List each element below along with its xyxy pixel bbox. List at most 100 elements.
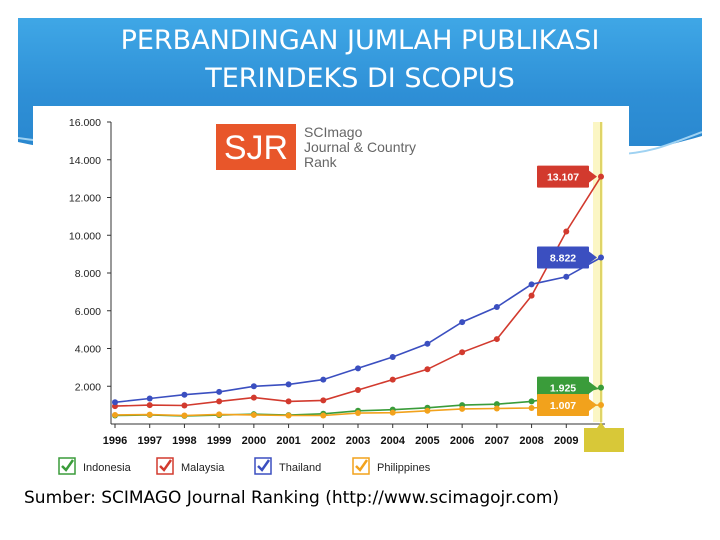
data-point-malaysia bbox=[459, 349, 466, 356]
x-tick-label: 2004 bbox=[380, 435, 405, 447]
y-tick-label: 14.000 bbox=[69, 155, 101, 167]
end-label-box-philippines bbox=[537, 393, 589, 416]
sjr-logo: SJR SCImago Journal & Country Rank bbox=[211, 120, 437, 172]
data-point-philippines bbox=[598, 401, 604, 408]
data-point-thailand bbox=[563, 273, 570, 280]
x-tick-label: 1998 bbox=[172, 435, 196, 447]
end-value-labels: 1.925 13.107 8.822 1.007 bbox=[537, 165, 597, 416]
data-point-philippines bbox=[112, 411, 118, 418]
end-label-box-thailand bbox=[537, 246, 589, 269]
data-point-thailand bbox=[285, 381, 292, 388]
data-point-philippines bbox=[250, 411, 257, 418]
data-point-malaysia bbox=[250, 394, 257, 401]
end-label-malaysia: 13.107 bbox=[547, 172, 579, 184]
end-label-philippines: 1.007 bbox=[550, 400, 576, 412]
x-tick-label: 2009 bbox=[554, 435, 578, 447]
data-point-malaysia bbox=[146, 402, 153, 409]
chart-legend: Indonesia Malaysia Thailand Philippines bbox=[58, 457, 431, 475]
data-point-malaysia bbox=[598, 173, 604, 180]
data-point-malaysia bbox=[181, 402, 188, 409]
end-label-box-indonesia bbox=[537, 376, 589, 399]
sjr-logo-mark: SJR bbox=[224, 129, 288, 167]
end-label-pointer-indonesia bbox=[589, 381, 597, 394]
slide-title-line-1: PERBANDINGAN JUMLAH PUBLIKASI bbox=[120, 25, 600, 56]
series-line-malaysia bbox=[114, 176, 602, 407]
data-point-philippines bbox=[493, 405, 500, 412]
legend-label-thailand: Thailand bbox=[279, 462, 321, 474]
end-label-pointer-philippines bbox=[589, 398, 597, 411]
end-label-indonesia: 1.925 bbox=[550, 383, 576, 395]
x-tick-label: 2008 bbox=[519, 435, 543, 447]
x-tick-label: 2001 bbox=[276, 435, 300, 447]
data-point-malaysia bbox=[285, 398, 292, 405]
x-tick-label: 1996 bbox=[103, 435, 127, 447]
data-point-philippines bbox=[389, 409, 396, 416]
source-caption: Sumber: SCIMAGO Journal Ranking (http://… bbox=[24, 488, 560, 508]
data-point-thailand bbox=[181, 391, 188, 398]
series-layer bbox=[112, 173, 604, 419]
data-point-thailand bbox=[389, 353, 396, 360]
data-point-thailand bbox=[146, 395, 153, 402]
x-axis-ticks: 1996 1997 1998 1999 2000 2001 2002 2003 2004 2005… bbox=[103, 424, 613, 447]
data-point-malaysia bbox=[563, 228, 570, 235]
data-point-thailand bbox=[598, 254, 604, 261]
end-label-pointer-malaysia bbox=[589, 170, 597, 183]
data-point-malaysia bbox=[355, 387, 361, 394]
data-point-philippines bbox=[181, 412, 188, 419]
x-tick-label: 2000 bbox=[242, 435, 266, 447]
data-point-thailand bbox=[320, 376, 327, 383]
data-point-thailand bbox=[493, 303, 500, 310]
data-point-indonesia bbox=[598, 384, 604, 391]
sjr-logo-line-1: SCImago bbox=[304, 124, 363, 140]
slide-title-line-2: TERINDEKS DI SCOPUS bbox=[205, 63, 515, 94]
data-point-malaysia bbox=[528, 292, 535, 299]
publication-line-chart: 16.000 14.000 12.000 10.000 8.000 6.000 4.000 2… bbox=[58, 117, 624, 475]
data-point-philippines bbox=[424, 407, 431, 414]
sjr-logo-mark-box bbox=[216, 124, 296, 170]
data-point-philippines bbox=[355, 410, 361, 417]
legend-check-icon bbox=[61, 459, 75, 472]
x-tick-label: 1999 bbox=[207, 435, 231, 447]
legend-check-icon bbox=[355, 459, 369, 472]
data-point-indonesia bbox=[493, 401, 500, 408]
y-tick-label: 16.000 bbox=[69, 117, 101, 129]
data-point-malaysia bbox=[493, 336, 500, 343]
data-point-philippines bbox=[216, 411, 223, 418]
highlight-year-column bbox=[593, 122, 603, 422]
end-label-box-malaysia bbox=[537, 165, 589, 188]
data-point-philippines bbox=[320, 412, 327, 419]
data-point-thailand bbox=[424, 340, 431, 347]
data-point-thailand bbox=[112, 399, 118, 406]
data-point-philippines bbox=[459, 405, 466, 412]
data-point-malaysia bbox=[389, 376, 396, 383]
data-point-malaysia bbox=[424, 366, 431, 373]
data-point-thailand bbox=[250, 383, 257, 390]
data-point-philippines bbox=[285, 412, 292, 419]
highlight-year-box bbox=[584, 428, 624, 452]
data-point-thailand bbox=[528, 281, 535, 288]
highlight-year-pointer bbox=[597, 422, 605, 428]
slide-title: PERBANDINGAN JUMLAH PUBLIKASI TERINDEKS … bbox=[18, 22, 702, 98]
data-point-malaysia bbox=[216, 398, 223, 405]
y-tick-label: 6.000 bbox=[75, 306, 101, 318]
data-point-thailand bbox=[459, 319, 466, 326]
x-tick-label: 2003 bbox=[346, 435, 370, 447]
x-tick-label: 2005 bbox=[415, 435, 439, 447]
y-tick-label: 4.000 bbox=[75, 344, 101, 356]
legend-label-malaysia: Malaysia bbox=[181, 462, 225, 474]
data-point-thailand bbox=[355, 365, 361, 372]
x-tick-label: 2002 bbox=[311, 435, 335, 447]
x-tick-label: 1997 bbox=[137, 435, 161, 447]
data-point-thailand bbox=[216, 388, 223, 395]
x-tick-label: 2006 bbox=[450, 435, 474, 447]
y-tick-label: 8.000 bbox=[75, 268, 101, 280]
data-point-malaysia bbox=[320, 397, 327, 404]
data-point-philippines bbox=[146, 411, 153, 418]
legend-check-icon bbox=[159, 459, 173, 472]
data-point-philippines bbox=[528, 404, 535, 411]
legend-check-icon bbox=[257, 459, 271, 472]
y-tick-label: 2.000 bbox=[75, 381, 101, 393]
y-tick-label: 12.000 bbox=[69, 193, 101, 205]
end-label-pointer-thailand bbox=[589, 251, 597, 264]
data-point-indonesia bbox=[528, 398, 535, 405]
